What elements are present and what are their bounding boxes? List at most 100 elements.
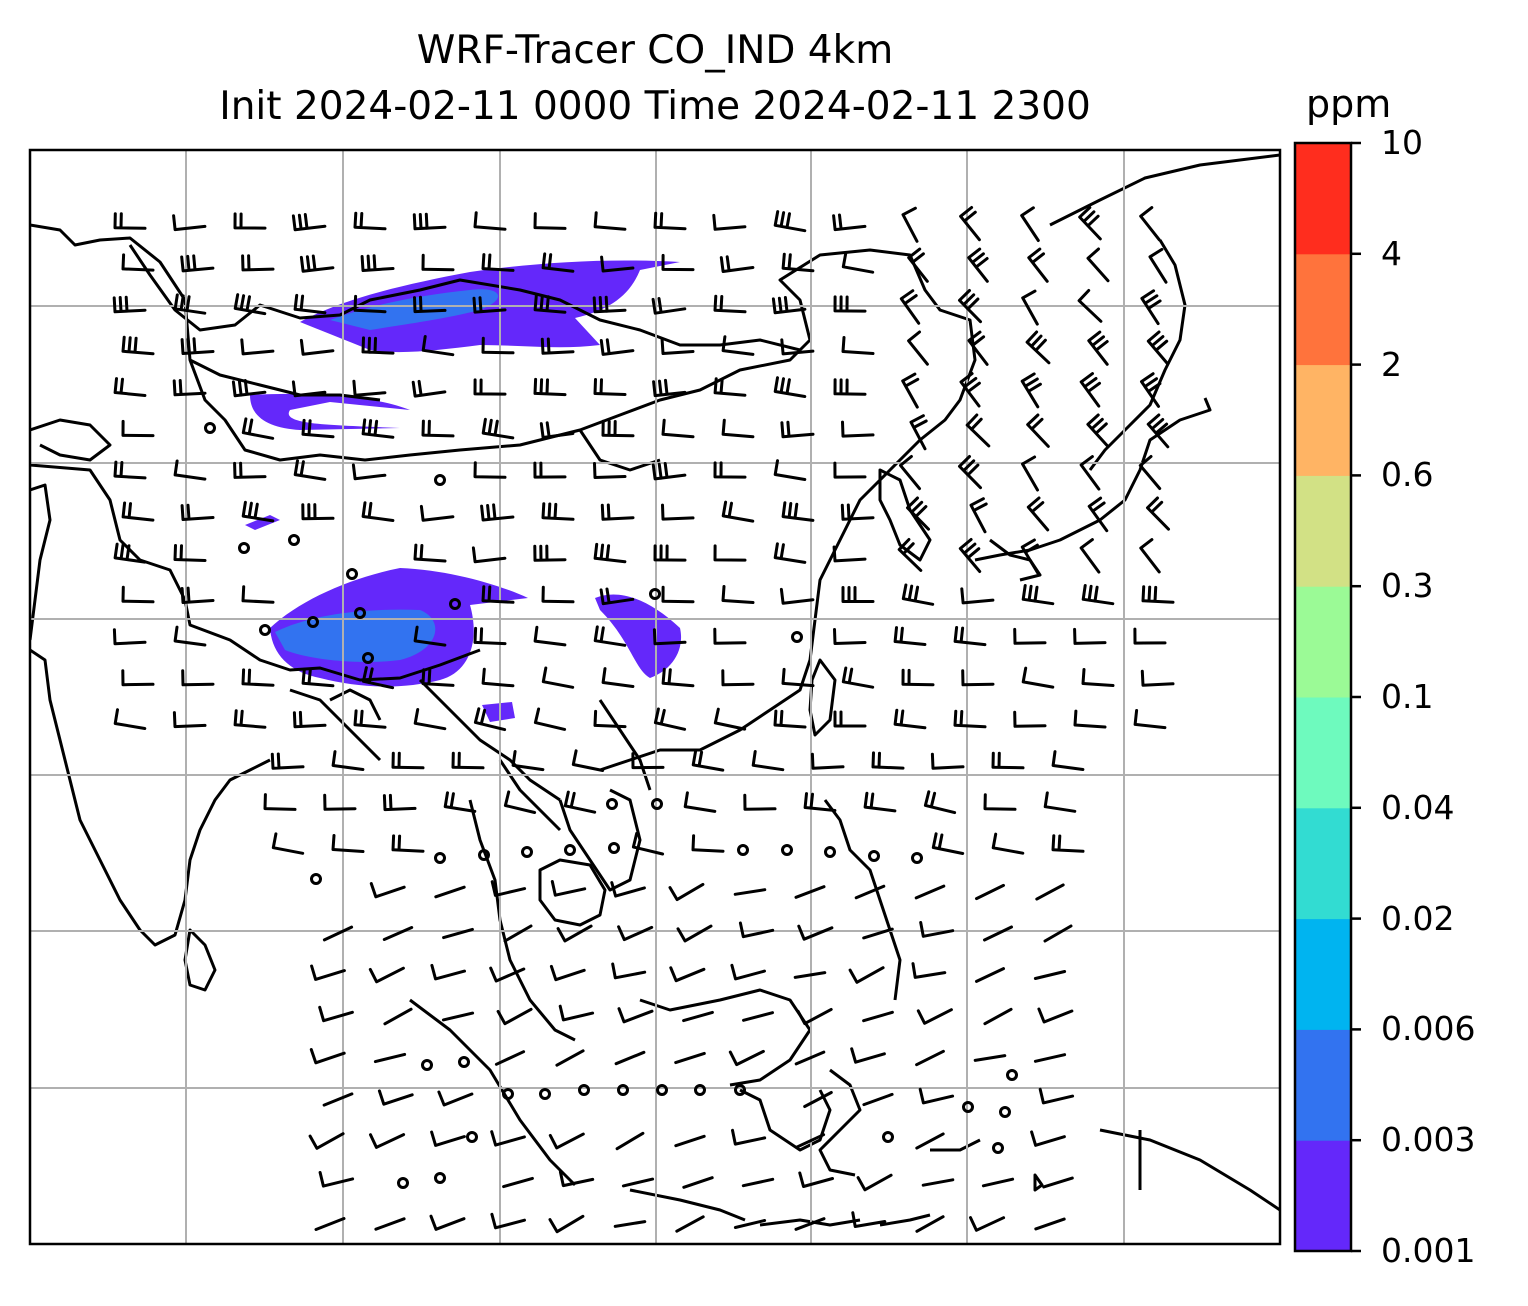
wind-barb xyxy=(856,1173,893,1192)
colorbar-frame xyxy=(1293,141,1353,1253)
wind-barb xyxy=(113,708,147,730)
wind-barb xyxy=(959,206,981,242)
wind-barb xyxy=(1035,883,1065,901)
wind-barb xyxy=(893,626,927,646)
wind-barb xyxy=(571,749,605,772)
wind-barb xyxy=(233,461,267,479)
wind-barb xyxy=(653,211,687,231)
wind-barb xyxy=(550,880,587,897)
wind-barb xyxy=(181,669,215,687)
wind-barb xyxy=(113,377,147,397)
wind-barb xyxy=(430,1130,466,1147)
wind-barb xyxy=(555,1049,585,1067)
wind-barb xyxy=(1079,372,1101,408)
wind-barb xyxy=(419,504,455,522)
wind-barb xyxy=(473,378,507,396)
wind-barb xyxy=(841,586,875,603)
wind-barb xyxy=(1026,413,1050,448)
wind-barb xyxy=(121,585,155,604)
wind-barb xyxy=(503,790,537,814)
wind-barb xyxy=(991,751,1025,770)
wind-barb xyxy=(121,669,155,687)
wind-barb xyxy=(897,538,923,572)
calm-wind-circle xyxy=(478,849,490,861)
wind-barb xyxy=(751,750,785,772)
wind-barb xyxy=(721,669,755,687)
wind-barb xyxy=(541,502,575,521)
wind-barb xyxy=(771,296,807,315)
wind-barb xyxy=(421,253,455,272)
wind-barb xyxy=(496,1007,533,1026)
calm-wind-circle xyxy=(204,422,216,434)
wind-barb xyxy=(593,625,627,647)
colorbar-tick-label: 0.1 xyxy=(1381,677,1434,716)
wind-barb xyxy=(1034,1217,1066,1231)
calm-wind-circle xyxy=(421,1059,433,1071)
wind-barb xyxy=(780,338,815,356)
wind-barb xyxy=(832,545,867,563)
wind-barb xyxy=(901,583,935,606)
wind-barb xyxy=(676,924,713,943)
wind-barb xyxy=(540,337,575,355)
wind-barb xyxy=(548,1214,585,1234)
wind-barb xyxy=(661,667,695,688)
wind-barb xyxy=(661,253,695,272)
calm-wind-circle xyxy=(606,798,618,810)
wind-barb xyxy=(668,882,705,902)
wind-barb xyxy=(653,707,687,731)
colorbar xyxy=(1295,141,1361,1253)
wind-barb xyxy=(871,751,905,770)
wind-barb xyxy=(301,503,335,521)
colorbar-segment xyxy=(1295,918,1351,1030)
wind-barb xyxy=(780,420,815,439)
colorbar-segment xyxy=(1295,1140,1351,1252)
wind-barb xyxy=(1033,970,1067,980)
wind-barb xyxy=(270,752,305,770)
wind-barb xyxy=(413,543,447,563)
wind-barb xyxy=(549,964,586,982)
calm-wind-circle xyxy=(962,1101,974,1113)
wind-barb xyxy=(973,1054,1007,1062)
wind-barb xyxy=(1020,538,1040,575)
wind-barb xyxy=(180,503,215,521)
wind-barb xyxy=(958,455,982,490)
calm-wind-circle xyxy=(651,798,663,810)
wind-barb xyxy=(293,459,327,481)
wind-barb xyxy=(983,793,1017,811)
wind-barb xyxy=(369,882,406,899)
wind-barb xyxy=(915,1049,945,1067)
wind-barb xyxy=(121,419,155,438)
wind-barb xyxy=(563,790,597,814)
calm-wind-circle xyxy=(992,1142,1004,1154)
wind-barb xyxy=(652,378,687,398)
wind-barb xyxy=(833,628,867,645)
wind-barb xyxy=(615,1131,645,1151)
wind-barb xyxy=(1078,206,1102,241)
wind-barb xyxy=(916,1008,953,1025)
wind-barb xyxy=(901,372,920,409)
wind-barb xyxy=(794,885,826,899)
wind-barb xyxy=(773,210,807,233)
wind-barb xyxy=(412,212,447,231)
wind-barb xyxy=(1043,791,1077,813)
calm-wind-circle xyxy=(458,1056,470,1068)
wind-barb xyxy=(854,884,886,900)
wind-barb xyxy=(502,1176,534,1189)
wind-barb xyxy=(1013,710,1047,728)
wind-barb xyxy=(1021,584,1055,606)
wind-barb xyxy=(291,380,327,398)
wind-barb xyxy=(803,792,837,812)
wind-barb xyxy=(728,1049,765,1067)
wind-barb xyxy=(310,964,346,981)
wind-barb xyxy=(840,503,875,521)
wind-barb xyxy=(121,253,155,272)
wind-barb xyxy=(1077,289,1103,323)
wind-barb xyxy=(930,752,965,770)
wind-barb xyxy=(309,1048,346,1065)
wind-barb xyxy=(382,793,417,812)
wind-barb xyxy=(331,834,365,853)
wind-barb xyxy=(975,883,1005,901)
wind-barb xyxy=(361,418,395,439)
wind-barb xyxy=(741,1177,775,1188)
wind-barb xyxy=(240,338,275,356)
